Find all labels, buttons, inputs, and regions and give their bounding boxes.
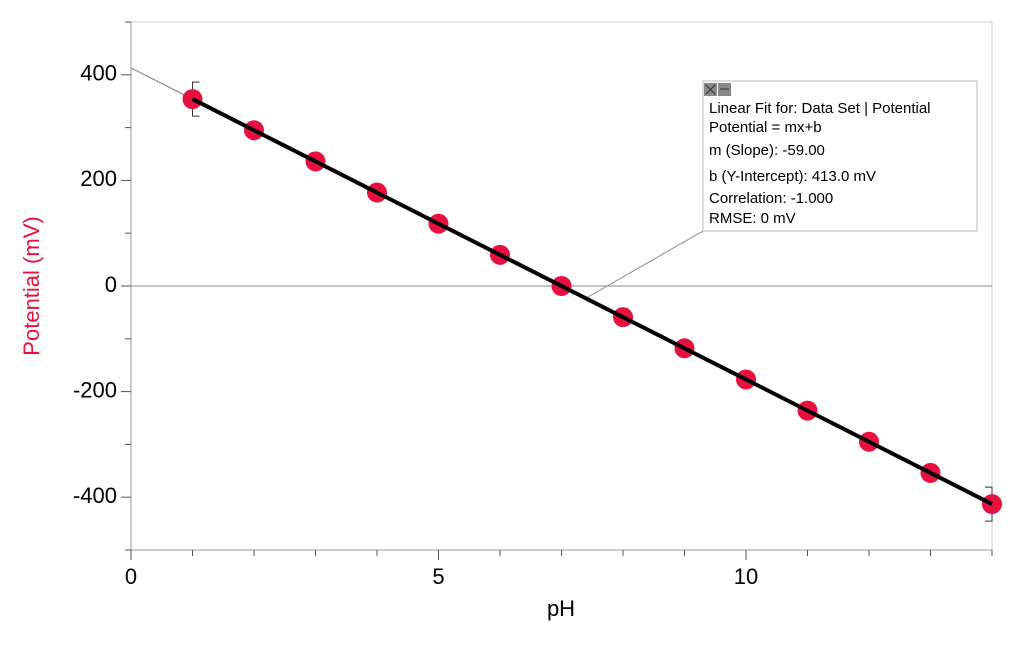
- annotation-line: Potential = mx+b: [709, 119, 822, 136]
- y-tick-label: -400: [73, 483, 117, 508]
- annotation-line: RMSE: 0 mV: [709, 210, 796, 227]
- annotation-line: Correlation: -1.000: [709, 190, 833, 207]
- y-axis-label: Potential (mV): [19, 216, 44, 355]
- fit-line: [191, 97, 993, 506]
- y-tick-label: 200: [80, 166, 117, 191]
- x-tick-label: 5: [432, 564, 444, 589]
- annotation-line: b (Y-Intercept): 413.0 mV: [709, 168, 876, 185]
- annotation-line: m (Slope): -59.00: [709, 142, 825, 159]
- annotation-box: [702, 80, 978, 232]
- x-tick-label: 10: [734, 564, 758, 589]
- y-tick-label: -200: [73, 377, 117, 402]
- fit-extension: [130, 67, 193, 100]
- close-icon: [705, 84, 716, 95]
- annotation-line: Linear Fit for: Data Set | Potential: [709, 100, 931, 117]
- x-tick-label: 0: [125, 564, 137, 589]
- annotation-leader: [587, 230, 704, 298]
- y-tick-label: 0: [105, 272, 117, 297]
- x-axis-label: pH: [547, 596, 575, 621]
- y-tick-label: 400: [80, 61, 117, 86]
